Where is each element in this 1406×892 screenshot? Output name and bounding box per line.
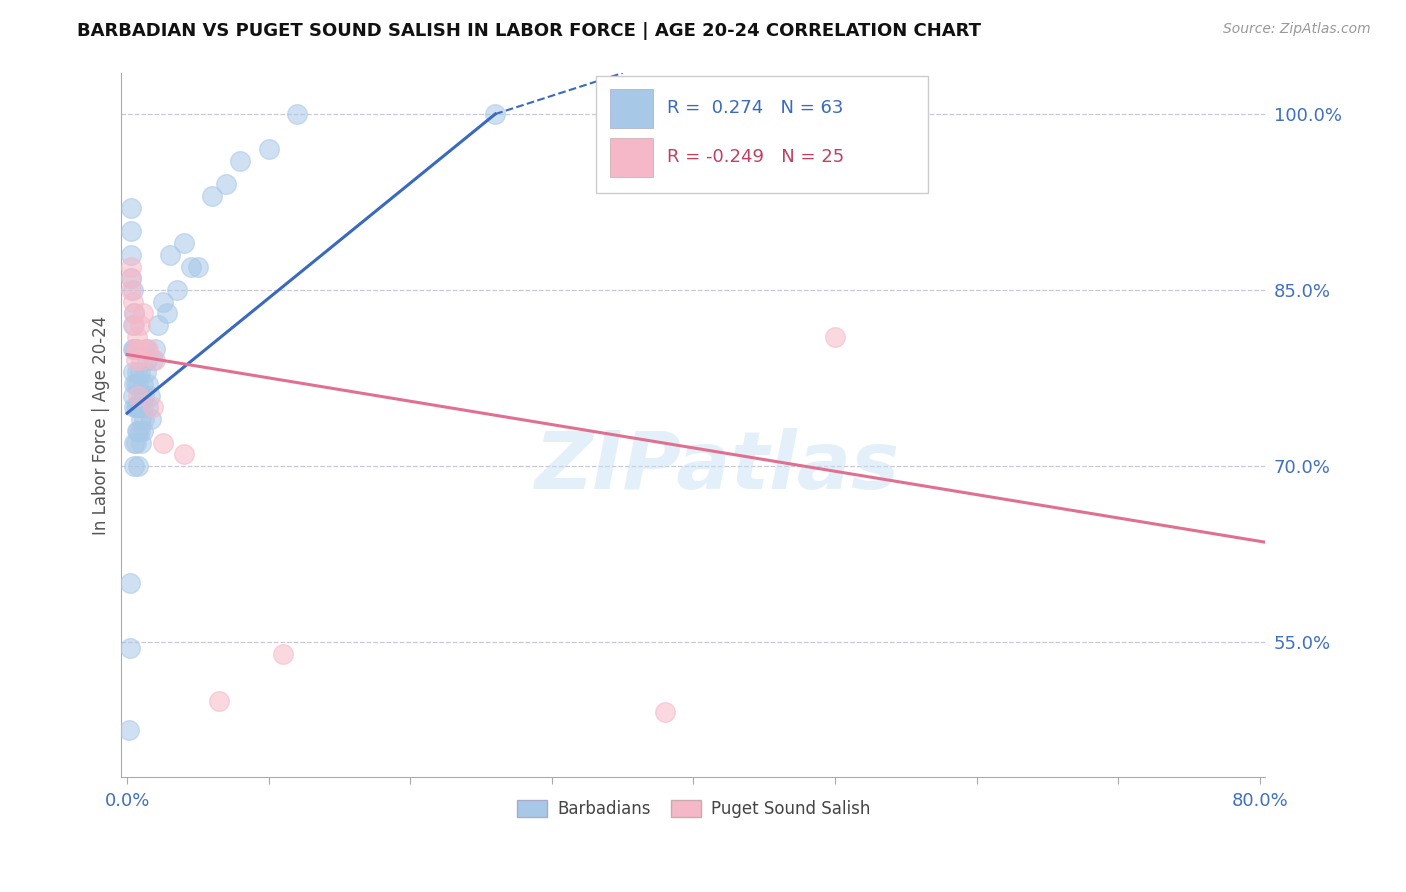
Point xyxy=(173,447,195,461)
Point xyxy=(129,412,152,426)
Point xyxy=(128,424,150,438)
Point xyxy=(122,342,145,356)
Point xyxy=(118,576,141,591)
Text: R = -0.249   N = 25: R = -0.249 N = 25 xyxy=(666,148,845,167)
Point xyxy=(122,376,145,391)
Point xyxy=(148,318,170,333)
Point xyxy=(128,401,150,415)
Point xyxy=(128,318,150,333)
Point xyxy=(124,353,146,368)
Point xyxy=(208,693,231,707)
Point xyxy=(173,236,195,251)
Point xyxy=(122,401,145,415)
Point xyxy=(122,306,145,320)
Point xyxy=(180,260,202,274)
Point xyxy=(142,401,165,415)
Point xyxy=(134,342,156,356)
Point xyxy=(134,342,156,356)
Point xyxy=(132,412,155,426)
Point xyxy=(131,401,153,415)
Point xyxy=(124,401,146,415)
Point xyxy=(125,401,148,415)
Point xyxy=(120,260,142,274)
Point xyxy=(122,435,145,450)
Point xyxy=(152,435,174,450)
Point xyxy=(117,723,139,737)
Point xyxy=(121,283,143,297)
Point xyxy=(131,376,153,391)
Point xyxy=(132,388,155,402)
Point xyxy=(166,283,188,297)
Point xyxy=(120,271,142,285)
Point xyxy=(120,271,142,285)
Point xyxy=(131,306,153,320)
Point xyxy=(138,342,160,356)
Point xyxy=(124,435,146,450)
Point xyxy=(122,318,145,333)
Point xyxy=(120,248,142,262)
Point xyxy=(127,376,149,391)
Point xyxy=(141,412,163,426)
Point xyxy=(125,365,148,379)
Point xyxy=(145,342,167,356)
Y-axis label: In Labor Force | Age 20-24: In Labor Force | Age 20-24 xyxy=(93,315,110,534)
Point xyxy=(127,401,149,415)
Point xyxy=(121,342,143,356)
Point xyxy=(838,107,860,121)
Point xyxy=(125,342,148,356)
Text: ZIPatlas: ZIPatlas xyxy=(534,428,898,506)
Point xyxy=(129,388,152,402)
Point xyxy=(122,306,145,320)
Point xyxy=(121,388,143,402)
Point xyxy=(187,260,209,274)
Point xyxy=(121,318,143,333)
Text: BARBADIAN VS PUGET SOUND SALISH IN LABOR FORCE | AGE 20-24 CORRELATION CHART: BARBADIAN VS PUGET SOUND SALISH IN LABOR… xyxy=(77,22,981,40)
Point xyxy=(138,376,160,391)
Point xyxy=(129,353,152,368)
Point xyxy=(131,424,153,438)
Legend: Barbadians, Puget Sound Salish: Barbadians, Puget Sound Salish xyxy=(510,793,876,825)
Point xyxy=(118,640,141,655)
Point xyxy=(156,306,179,320)
Text: R =  0.274   N = 63: R = 0.274 N = 63 xyxy=(666,99,844,117)
Point xyxy=(138,401,160,415)
Point xyxy=(124,342,146,356)
Point xyxy=(120,224,142,238)
Point xyxy=(257,142,280,156)
Point xyxy=(122,458,145,473)
Point xyxy=(229,153,252,168)
Point xyxy=(142,353,165,368)
Point xyxy=(121,365,143,379)
Point xyxy=(139,388,162,402)
Point xyxy=(125,424,148,438)
Point xyxy=(127,388,149,402)
Point xyxy=(125,330,148,344)
Point xyxy=(824,330,846,344)
Point xyxy=(145,353,167,368)
Bar xyxy=(610,138,654,177)
Point xyxy=(654,706,676,720)
Point xyxy=(152,294,174,309)
Point xyxy=(121,294,143,309)
Point xyxy=(128,365,150,379)
Text: Source: ZipAtlas.com: Source: ZipAtlas.com xyxy=(1223,22,1371,37)
Point xyxy=(127,424,149,438)
Point xyxy=(135,353,157,368)
Point xyxy=(124,376,146,391)
Point xyxy=(127,458,149,473)
Point xyxy=(271,647,294,661)
Point xyxy=(129,435,152,450)
Point xyxy=(215,178,238,192)
Point xyxy=(134,365,156,379)
Bar xyxy=(610,89,654,128)
Point xyxy=(159,248,181,262)
Point xyxy=(285,107,308,121)
Point xyxy=(120,283,142,297)
Point xyxy=(484,107,506,121)
FancyBboxPatch shape xyxy=(596,77,928,193)
Point xyxy=(120,201,142,215)
Point xyxy=(201,189,224,203)
Point xyxy=(124,342,146,356)
